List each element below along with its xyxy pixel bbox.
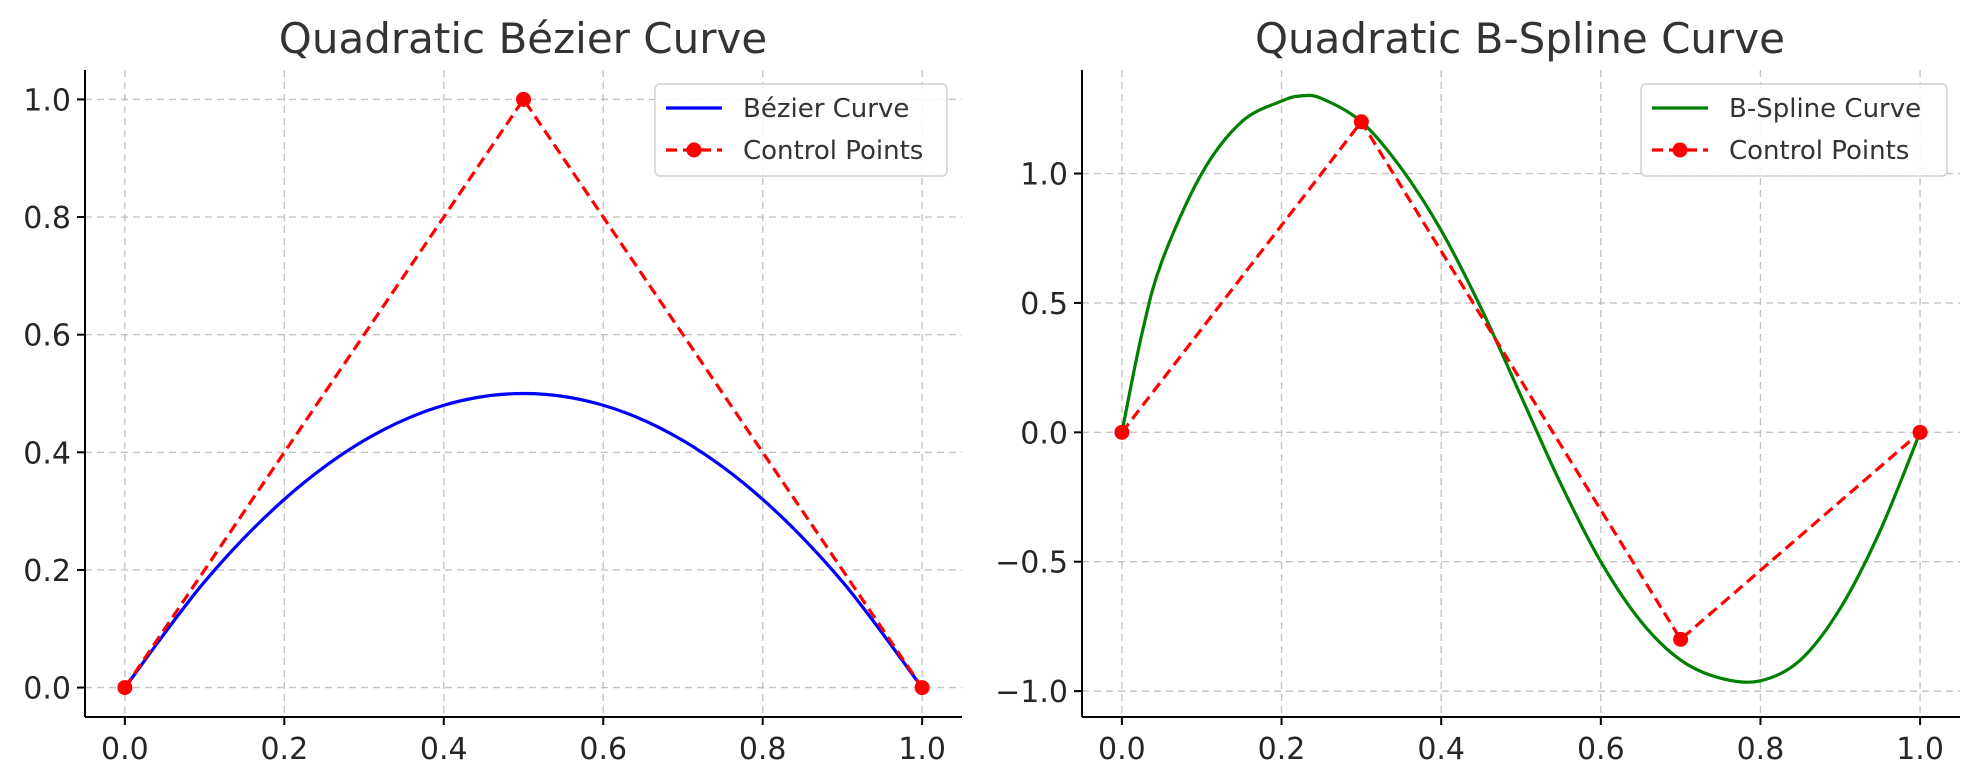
x-tick-label: 0.8 — [739, 732, 787, 767]
x-tick-label: 0.0 — [1098, 732, 1146, 767]
legend-box — [654, 83, 948, 177]
x-tick-label: 0.2 — [1258, 732, 1306, 767]
y-tick-label: 1.0 — [23, 83, 71, 118]
y-tick-label: 0.4 — [23, 436, 71, 471]
legend-label: B-Spline Curve — [1729, 94, 1921, 124]
control-point-marker — [1912, 424, 1928, 440]
chart-title: Quadratic B-Spline Curve — [1255, 14, 1785, 63]
y-tick-label: 0.8 — [23, 201, 71, 236]
x-tick-label: 0.4 — [1417, 732, 1465, 767]
y-tick-label: −0.5 — [995, 546, 1068, 581]
chart-panel-2: 0.0 0.2 0.4 0.6 0.8 1.0 −1.0 −0.5 0.0 0.5 1.0 B-Spl… — [995, 14, 1960, 767]
y-tick-label: 0.2 — [23, 554, 71, 589]
series-curve-line — [1120, 93, 1922, 684]
x-tick-label: 0.6 — [579, 732, 627, 767]
legend-box — [1640, 83, 1948, 177]
control-point-marker — [914, 680, 930, 696]
y-tick-label: 1.0 — [1020, 158, 1068, 193]
x-tick-label: 1.0 — [1896, 732, 1944, 767]
legend-marker-swatch — [686, 142, 702, 158]
control-point-marker — [117, 680, 133, 696]
x-tick-label: 0.4 — [420, 732, 468, 767]
y-tick-label: 0.0 — [23, 672, 71, 707]
legend-marker-swatch — [1672, 142, 1688, 158]
control-point-marker — [516, 91, 531, 107]
legend-label: Control Points — [1729, 136, 1909, 166]
y-tick-label: 0.0 — [1020, 416, 1068, 451]
x-tick-label: 0.2 — [260, 732, 308, 767]
y-tick-label: 0.5 — [1020, 287, 1068, 322]
legend-label: Bézier Curve — [743, 94, 909, 124]
control-point-marker — [1673, 631, 1689, 647]
x-tick-label: 1.0 — [898, 732, 946, 767]
chart-panel-1: 0.0 0.2 0.4 0.6 0.8 1.0 0.0 0.2 0.4 0.6 0.8 1.0 Bézi… — [23, 14, 962, 767]
y-tick-label: 0.6 — [23, 319, 71, 354]
control-point-marker — [1114, 424, 1130, 440]
y-tick-label: −1.0 — [995, 675, 1068, 710]
control-polygon-line — [1120, 118, 1922, 642]
legend-label: Control Points — [743, 136, 923, 166]
x-tick-label: 0.8 — [1737, 732, 1785, 767]
chart-title: Quadratic Bézier Curve — [279, 14, 767, 63]
x-tick-label: 0.0 — [101, 732, 149, 767]
control-point-marker — [1353, 114, 1369, 130]
series-curve-line — [123, 391, 924, 689]
x-tick-label: 0.6 — [1577, 732, 1625, 767]
